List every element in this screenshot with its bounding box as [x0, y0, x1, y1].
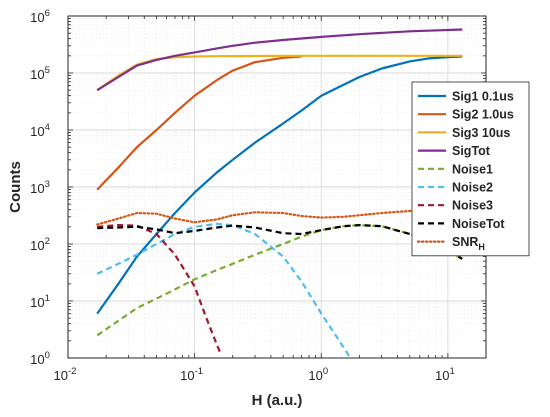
y-tick-label: 101: [30, 293, 50, 310]
y-tick-label: 104: [30, 122, 50, 139]
x-tick-label: 10-2: [54, 366, 77, 383]
series-layer: [96, 28, 464, 359]
x-axis-label: H (a.u.): [252, 392, 303, 409]
legend: Sig1 0.1us Sig2 1.0us Sig3 10us SigTot Noise…: [411, 81, 530, 257]
legend-label: Sig3 10us: [452, 126, 510, 140]
y-tick-label: 102: [30, 236, 50, 253]
legend-label: Noise2: [452, 181, 493, 195]
series-line-3: [96, 28, 463, 92]
y-tick-label: 106: [30, 8, 50, 25]
y-tick-label: 100: [30, 350, 50, 367]
y-tick-labels: 100 101 102 103 104 105 106: [30, 8, 50, 367]
legend-label: Noise3: [452, 199, 493, 213]
x-tick-label: 10-1: [180, 366, 203, 383]
x-tick-label: 100: [308, 366, 328, 383]
y-tick-label: 105: [30, 65, 50, 82]
legend-label: Sig1 0.1us: [452, 90, 514, 104]
legend-label: SigTot: [452, 144, 491, 158]
y-tick-label: 103: [30, 179, 50, 196]
legend-label: Noise1: [452, 162, 493, 176]
legend-label: SNRH: [452, 235, 485, 252]
legend-label: Sig2 1.0us: [452, 108, 514, 122]
x-tick-labels: 10-2 10-1 100 101: [54, 366, 455, 383]
x-tick-label: 101: [435, 366, 455, 383]
series-line-6: [97, 224, 222, 354]
series-line-8: [96, 209, 464, 226]
y-axis-label: Counts: [7, 161, 24, 213]
series-line-1: [96, 55, 302, 191]
legend-label: NoiseTot: [452, 217, 505, 231]
